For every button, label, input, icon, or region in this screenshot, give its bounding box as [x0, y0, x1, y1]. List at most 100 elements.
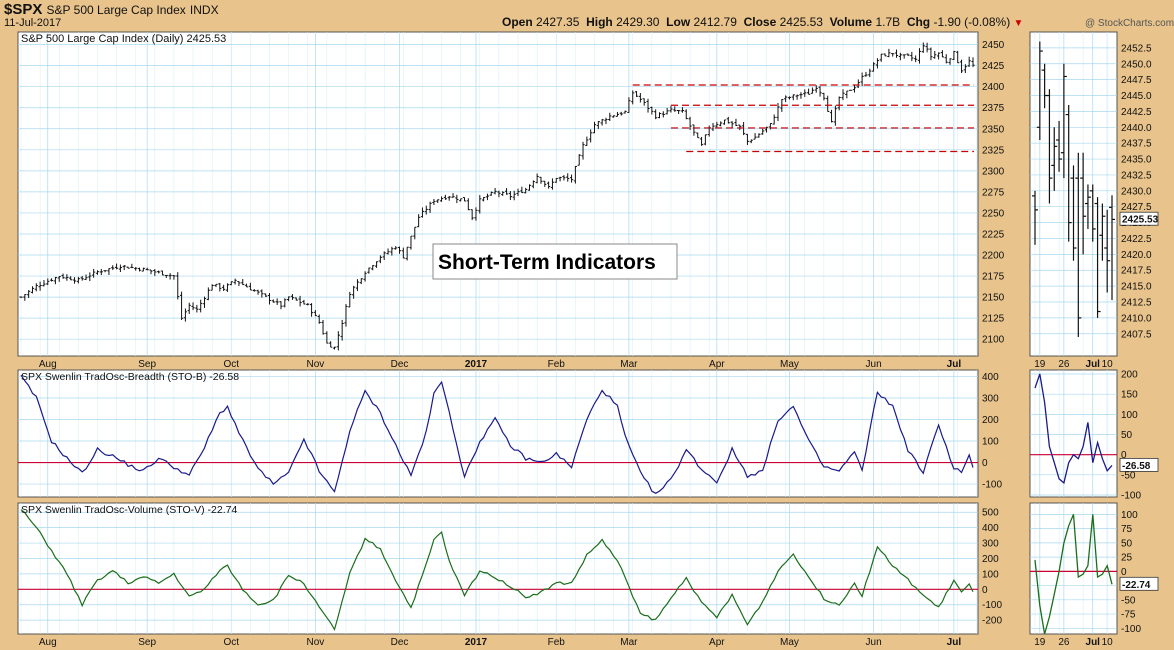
price-bar: [283, 298, 287, 308]
x-tick-label: Jun: [866, 359, 882, 370]
price-bar: [183, 308, 188, 322]
zoom-price-bar: [1104, 209, 1111, 293]
price-bar: [650, 106, 654, 115]
breadth_zoom-last-value: -26.58: [1122, 461, 1151, 472]
zoom-price-bar: [1046, 89, 1053, 204]
price-bar: [195, 304, 199, 313]
price-bar: [634, 91, 639, 97]
price-bar: [187, 302, 191, 315]
price-bar: [386, 248, 390, 255]
price-bar: [871, 62, 876, 72]
price-bar: [229, 281, 233, 286]
price-bar: [887, 48, 891, 58]
price-bar: [355, 279, 360, 292]
y-tick-label: 50: [1121, 538, 1133, 549]
x-tick-label: Feb: [548, 359, 566, 370]
price-bar: [856, 79, 860, 88]
price-bar: [27, 290, 31, 299]
x-tick-label: Aug: [39, 359, 57, 370]
breadth-series-line: [20, 374, 974, 494]
price-bar: [126, 266, 130, 269]
zoom-price-bar: [1060, 63, 1067, 179]
price-bar: [493, 187, 497, 195]
quote-line: Open 2427.35 High 2429.30 Low 2412.79 Cl…: [502, 15, 1024, 29]
price-bar: [810, 87, 815, 94]
price-panel-title: S&P 500 Large Cap Index (Daily) 2425.53: [21, 33, 226, 45]
price-bar: [275, 298, 279, 305]
volume_zoom-last-value-box: [1119, 576, 1159, 591]
price-bar: [787, 96, 792, 100]
price-bar: [371, 265, 375, 271]
x-tick-label: Mar: [620, 359, 638, 370]
zoom-price-bar: [1094, 197, 1101, 318]
price-bar: [237, 281, 241, 287]
price-bar: [527, 184, 532, 191]
y-tick-label: 2437.5: [1121, 139, 1152, 150]
price-bar: [883, 53, 887, 57]
price-bar: [956, 50, 960, 64]
price-bar: [409, 235, 413, 250]
price-bar: [363, 271, 367, 282]
price-bar: [849, 89, 853, 91]
price-bar: [726, 116, 730, 124]
price-bar: [348, 291, 352, 308]
price-bar: [803, 89, 807, 97]
price-bar: [654, 109, 658, 120]
y-tick-label: 2420.0: [1121, 250, 1152, 261]
chart-date: 11-Jul-2017: [4, 17, 62, 29]
price-bar: [742, 121, 746, 136]
price-bar: [176, 272, 180, 300]
price-bar: [699, 136, 704, 146]
price-bar: [589, 129, 593, 143]
price-bar: [933, 50, 937, 59]
price-bar: [42, 280, 46, 287]
price-bar: [53, 276, 58, 285]
price-bar: [868, 68, 872, 78]
breadth_zoom-series-line: [1034, 373, 1113, 485]
price-bar: [837, 96, 841, 111]
price-bar: [202, 296, 207, 308]
y-tick-label: 25: [1121, 553, 1133, 564]
price-bar: [516, 188, 520, 197]
price-bar: [306, 303, 310, 306]
price-bar: [99, 268, 103, 276]
price-bar: [562, 175, 566, 181]
price-bar: [891, 53, 895, 57]
price-bar: [252, 289, 256, 292]
price-bar: [397, 246, 402, 254]
y-tick-label: 2150: [982, 293, 1005, 304]
price-bar: [684, 109, 688, 120]
price-bar: [459, 198, 463, 202]
price-bar: [153, 269, 157, 276]
price-bar: [558, 176, 562, 182]
price-bar: [267, 293, 272, 305]
price-bar: [791, 94, 795, 101]
price-bar: [757, 133, 761, 138]
price-bar: [432, 199, 436, 206]
price-bar: [424, 205, 428, 215]
price-bar: [501, 191, 505, 196]
y-tick-label: 2200: [982, 251, 1005, 262]
price-bar: [497, 190, 501, 198]
y-tick-label: 2300: [982, 166, 1005, 177]
y-tick-label: 2400: [982, 82, 1005, 93]
price-bar: [279, 301, 283, 310]
y-tick-label: -100: [1121, 490, 1141, 501]
y-tick-label: 2225: [982, 229, 1005, 240]
price-bar: [80, 275, 84, 281]
price-bar: [841, 89, 845, 101]
y-tick-label: 2100: [982, 335, 1005, 346]
price-bar: [520, 186, 524, 194]
price-bar: [485, 193, 490, 201]
price-bar: [730, 121, 734, 128]
price-last-value: 2425.53: [1122, 215, 1159, 226]
price-bar: [428, 201, 432, 213]
price-bar: [784, 95, 788, 103]
price-bar: [336, 331, 340, 351]
price-bar: [944, 54, 948, 64]
y-tick-label: 2275: [982, 187, 1005, 198]
price-bar: [313, 310, 317, 317]
zoom-price-bar: [1109, 195, 1115, 301]
x-tick-label: 19: [1034, 637, 1046, 648]
price-bar: [206, 287, 210, 301]
